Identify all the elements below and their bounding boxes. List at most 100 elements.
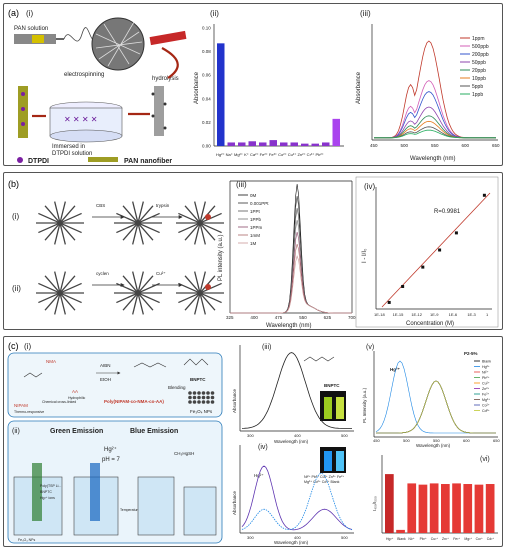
b-iii-legend-item: 1PPm: [250, 225, 263, 230]
panel-c-sub-vi: (vi): [480, 456, 490, 463]
c-v-legend-item: Blank: [482, 360, 491, 364]
c-v-legend-item: Fe²⁺: [482, 393, 489, 397]
fiber-yellow: [18, 86, 28, 138]
fe3o4-particle: [192, 400, 197, 404]
c-vi-category: Cu²⁺: [431, 537, 438, 541]
c-vi-category: Co²⁺: [476, 537, 483, 541]
aa-label: AA: [72, 389, 78, 394]
c-iii-xlabel: Wavelength (nm): [274, 439, 309, 444]
b-iv-point: [482, 193, 486, 197]
panel-c-letter: (c): [8, 341, 19, 351]
electrospinning-schematic: PAN solution electrospinning ✕ ✕ ✕ ✕ Imm…: [14, 17, 187, 165]
c-v-hg: Hg²⁺: [390, 367, 400, 372]
c-iv-ylabel: Absorbance: [232, 490, 237, 515]
a-ii-bar: [311, 143, 319, 146]
c-v-xticks-tick: 500: [403, 438, 410, 443]
c-v-title: P2-5%: [464, 351, 478, 356]
c-iii-molecule: BNPTC: [324, 383, 340, 388]
panel-b-sub-ii: (ii): [12, 284, 21, 293]
panel-c-sub-ii: (ii): [12, 428, 20, 435]
nma-label: NMA: [46, 359, 56, 364]
c-iv-xticks-tick: 300: [247, 535, 254, 540]
c-iii-ylabel: Absorbance: [232, 388, 237, 413]
panel-a-svg: (a) (i) PAN solution electrospinning ✕ ✕…: [8, 8, 500, 165]
c-iv-ions: Ni²⁺ Pb²⁺ Cu²⁺ Zn²⁺ Fe²⁺ Mg²⁺ Co²⁺ Cd²⁺ …: [304, 475, 345, 484]
a-iii-legend-item: 50ppb: [472, 60, 486, 66]
legend-bnptc: BNPTC: [40, 490, 52, 494]
c-vi-category: Fe²⁺: [453, 537, 460, 541]
fe3o4-particle: [197, 391, 201, 395]
b-iii-legend-item: 1PPt: [250, 209, 261, 214]
a-ii-ylabel: Absorbance: [194, 71, 200, 104]
a-iii-legend-item: 5ppb: [472, 84, 483, 90]
panel-b-sub-iii: (iii): [236, 180, 247, 189]
a-iii-legend-item: 10ppb: [472, 76, 486, 82]
fiber-red: [149, 30, 187, 46]
a-ii-bar: [248, 141, 256, 146]
panel-b-sub-iv: (iv): [364, 182, 375, 191]
a-iii-xtick: 450: [370, 143, 378, 148]
b-iv-annotation: R=0.9981: [434, 209, 461, 215]
b-iv-point: [454, 231, 458, 235]
ch3-label: CH₃HgSH: [174, 451, 194, 456]
c-vi-bar: [452, 483, 461, 533]
chart-a-ii: (ii) Absorbance 0.00 0.02 0.04 0.06 0.08 0.10…: [194, 9, 344, 157]
fe3o4-particle: [197, 400, 201, 404]
a-ii-bar: [227, 142, 235, 146]
electrospinning-label: electrospinning: [64, 72, 104, 78]
c-v-series: [376, 380, 496, 434]
panel-c-sub-iii: (iii): [262, 344, 271, 351]
fe3o4-particle: [192, 391, 197, 395]
c-v-legend-item: Mg²⁺: [482, 398, 490, 402]
b-iv-point: [438, 248, 442, 252]
b-iv-ylabel: I - I/I₀: [362, 248, 368, 263]
chart-a-iii: (iii) Absorbance Wavelength (nm) 450 500 5…: [356, 9, 500, 162]
chart-c-vi: (vi) I₄₅₀/I₅₅₀ Hg²⁺ Blank Ni²⁺ Pb²⁺ Cu²⁺ Zn²⁺…: [372, 455, 498, 541]
b-iii-legend-item: 1M: [250, 241, 257, 246]
c-iv-xticks-tick: 400: [294, 535, 301, 540]
b-iii-xlabel: Wavelength (nm): [266, 323, 311, 329]
fe3o4-particle: [210, 395, 215, 400]
a-iii-xtick: 550: [431, 143, 439, 148]
a-ii-ytick: 0.02: [202, 120, 211, 125]
c-vi-ylabel: I₄₅₀/I₅₅₀: [372, 496, 377, 511]
ph-label: pH = 7: [102, 457, 121, 463]
fiber-marker: [205, 284, 211, 290]
c-vi-category: Cd²⁺: [487, 537, 494, 541]
etoh-label: EtOH: [100, 377, 111, 382]
b-iii-series: [230, 244, 352, 314]
a-iii-legend-item: 200ppb: [472, 52, 489, 58]
c-v-xlabel: Wavelength (nm): [416, 443, 451, 448]
c-v-legend-item: Co²⁺: [482, 404, 490, 408]
a-iii-xtick: 500: [401, 143, 409, 148]
b-iii-legend-item: 1PPb: [250, 217, 262, 222]
c-vi-category: Mg²⁺: [464, 537, 472, 541]
b-iv-xtick: 1E-12: [411, 312, 422, 317]
c-vi-bar: [418, 484, 428, 533]
c-iii-xticks-tick: 500: [341, 433, 348, 438]
c-v-xticks-tick: 450: [373, 438, 380, 443]
legend-hg: Hg²⁺ ions: [40, 496, 55, 500]
panel-c-svg: (c) (i) NIPAM Thermo-responsive NMA Chem…: [7, 341, 500, 545]
a-ii-ytick: 0.08: [202, 49, 211, 54]
c-iii-xticks-tick: 300: [247, 433, 254, 438]
a-ii-bar: [322, 142, 330, 146]
fiber-strand: [38, 282, 82, 304]
b-iv-point: [387, 300, 391, 304]
c-v-xticks-tick: 550: [433, 438, 440, 443]
temperature-label: Temperature: [120, 508, 140, 512]
c-v-xticks-tick: 650: [493, 438, 500, 443]
cu-label: Cu²⁺: [156, 271, 166, 276]
b-iii-series: [230, 255, 352, 314]
c-vi-bar: [485, 484, 495, 533]
hydro-label: Hydrophilic: [68, 396, 86, 400]
a-ii-bar: [238, 142, 246, 146]
chart-c-iv: (iv) Absorbance Wavelength (nm) Hg²⁺ Ni²…: [232, 444, 354, 545]
cyclen-label: cyclen: [96, 271, 109, 276]
a-iii-xtick: 650: [492, 143, 500, 148]
b-iv-point: [401, 284, 405, 288]
fiber-network-schematic: CBS trypsin cyclen Cu²⁺: [36, 201, 224, 315]
cbs-label: CBS: [96, 203, 105, 208]
panel-c-sub-iv: (iv): [258, 444, 268, 451]
panel-a-letter: (a): [8, 8, 19, 18]
